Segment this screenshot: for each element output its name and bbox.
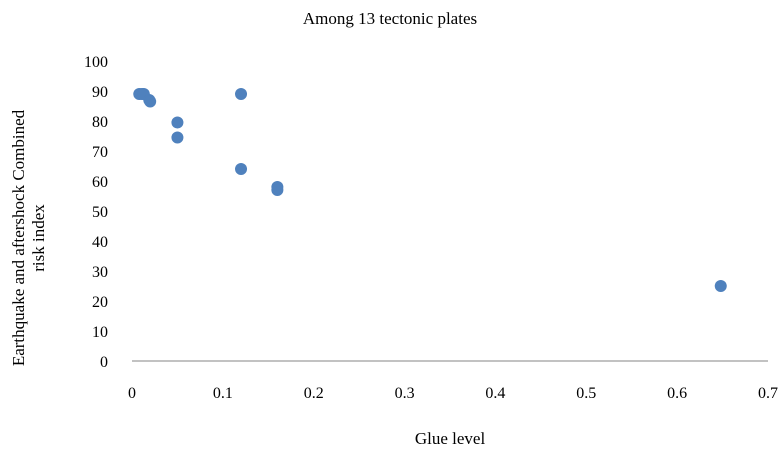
y-axis-title-line: risk index: [29, 204, 48, 272]
data-point: [235, 88, 248, 100]
x-tick-label: 0.3: [395, 385, 415, 402]
y-tick-label: 10: [92, 324, 108, 341]
data-point: [171, 116, 184, 129]
y-tick-label: 50: [92, 204, 108, 221]
x-tick-label: 0: [128, 385, 136, 402]
x-axis-title: Glue level: [415, 429, 486, 448]
chart-title: Among 13 tectonic plates: [303, 9, 477, 28]
y-tick-label: 0: [100, 354, 108, 371]
y-tick-label: 90: [92, 84, 108, 101]
y-tick-label: 30: [92, 264, 108, 281]
y-tick-label: 70: [92, 144, 108, 161]
y-tick-label: 80: [92, 114, 108, 131]
y-tick-label: 40: [92, 234, 108, 251]
y-axis-ticks: 0 10 20 30 40 50 60 70 80 90 100: [84, 54, 108, 371]
x-tick-label: 0.1: [213, 385, 233, 402]
y-tick-label: 60: [92, 174, 108, 191]
y-axis-title-text: Earthquake and aftershock Combinedrisk i…: [9, 109, 48, 366]
x-tick-label: 0.2: [304, 385, 324, 402]
data-point: [714, 280, 727, 292]
x-tick-label: 0.7: [758, 385, 778, 402]
y-axis-title-line: Earthquake and aftershock Combined: [9, 109, 28, 366]
x-tick-label: 0.5: [576, 385, 596, 402]
x-tick-label: 0.6: [667, 385, 687, 402]
data-point: [271, 184, 284, 196]
y-tick-label: 100: [84, 54, 108, 71]
y-tick-label: 20: [92, 294, 108, 311]
data-point: [144, 95, 157, 108]
y-axis-title: Earthquake and aftershock Combinedrisk i…: [9, 109, 48, 366]
x-tick-label: 0.4: [485, 385, 505, 402]
x-axis-ticks: 0 0.1 0.2 0.3 0.4 0.5 0.6 0.7: [128, 385, 778, 402]
data-point: [235, 163, 248, 175]
data-point: [171, 131, 184, 144]
data-points: [133, 88, 727, 292]
